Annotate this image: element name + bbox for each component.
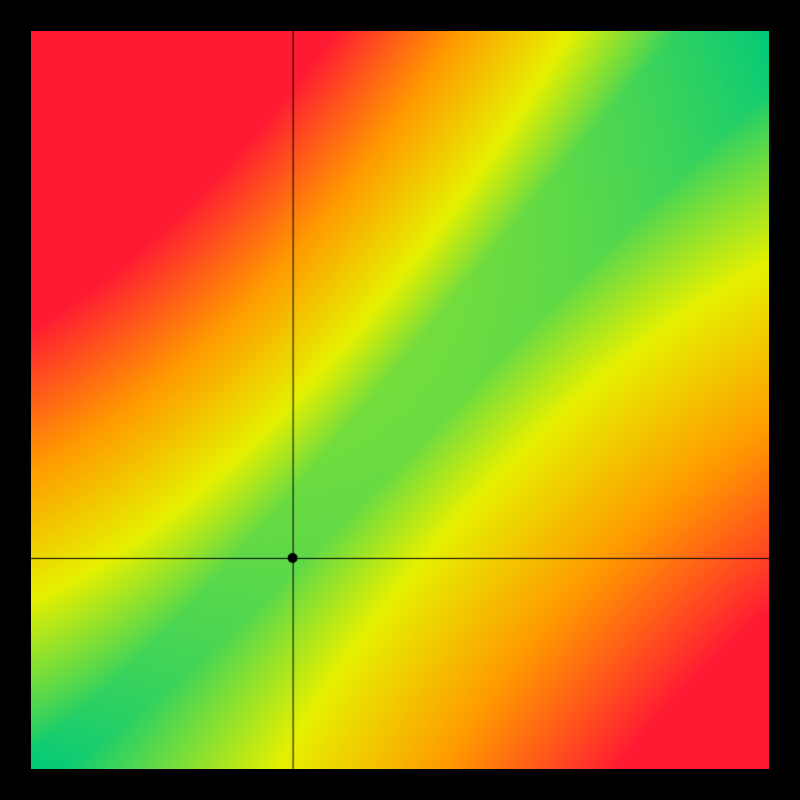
- bottleneck-heatmap: [31, 31, 769, 769]
- watermark-text: TheBottleneck.com: [578, 6, 772, 32]
